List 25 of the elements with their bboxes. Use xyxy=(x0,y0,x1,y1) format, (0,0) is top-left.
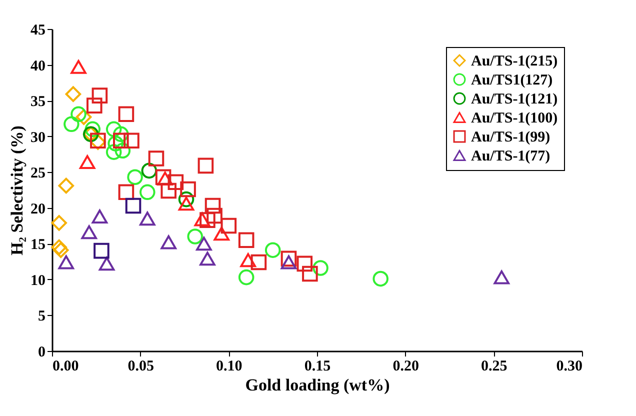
legend-label: Au/TS-1(77) xyxy=(471,148,550,164)
x-tick-label: 0.25 xyxy=(481,358,508,374)
y-tick-label: 40 xyxy=(30,58,46,74)
legend-label: Au/TS-1(100) xyxy=(471,110,558,126)
y-tick-label: 15 xyxy=(30,237,46,254)
x-tick-label: 0.00 xyxy=(52,358,79,374)
legend-label: Au/TS-1(215) xyxy=(471,54,558,70)
x-tick-label: 0.10 xyxy=(216,358,242,374)
x-axis-title: Gold loading (wt%) xyxy=(245,376,390,394)
y-tick-label: 20 xyxy=(30,201,46,218)
y-tick-label: 10 xyxy=(30,272,46,289)
y-tick-label: 25 xyxy=(30,166,46,182)
y-tick-label: 45 xyxy=(30,22,46,38)
legend-label: Au/TS-1(99) xyxy=(471,130,550,146)
legend-label: Au/TS1(127) xyxy=(471,72,553,88)
x-tick-label: 0.05 xyxy=(128,358,154,374)
x-tick-label: 0.15 xyxy=(304,358,331,374)
x-tick-label: 0.20 xyxy=(392,358,419,374)
y-tick-label: 0 xyxy=(38,344,46,360)
x-tick-label: 0.30 xyxy=(556,358,582,374)
y-tick-label: 35 xyxy=(30,94,46,110)
y-tick-label: 30 xyxy=(30,130,46,146)
legend-label: Au/TS-1(121) xyxy=(471,92,558,108)
y-tick-label: 5 xyxy=(38,308,46,325)
y-axis-title: H₂ Selectivity (%) xyxy=(8,126,26,256)
